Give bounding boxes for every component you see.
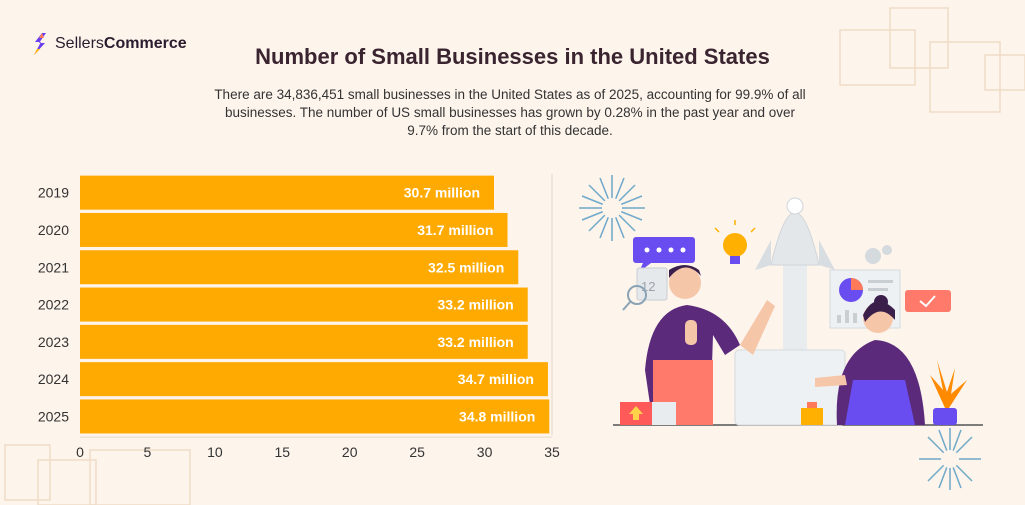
gear-icon	[865, 245, 892, 264]
logo-icon	[34, 33, 46, 55]
x-tick-label: 30	[477, 444, 493, 460]
data-label: 32.5 million	[428, 259, 504, 275]
bar	[80, 250, 519, 285]
check-message-icon	[905, 290, 951, 312]
page-subtitle: There are 34,836,451 small businesses in…	[214, 87, 806, 138]
y-tick-label: 2019	[38, 185, 69, 201]
y-tick-label: 2025	[38, 408, 69, 424]
brand-name: SellersCommerce	[55, 35, 187, 52]
business-team-illustration: 12	[579, 175, 983, 490]
y-tick-label: 2020	[38, 222, 69, 238]
woman-figure	[815, 295, 925, 425]
x-tick-label: 15	[274, 444, 290, 460]
bar	[80, 362, 548, 397]
x-tick-label: 25	[409, 444, 425, 460]
y-tick-label: 2021	[38, 259, 69, 275]
page-title: Number of Small Businesses in the United…	[255, 44, 770, 69]
data-label: 31.7 million	[417, 222, 493, 238]
bar	[80, 212, 508, 247]
x-tick-label: 10	[207, 444, 223, 460]
bar	[80, 399, 550, 434]
bell-icon	[801, 402, 823, 425]
bar	[80, 175, 495, 210]
lightbulb-icon	[714, 220, 756, 264]
x-tick-label: 20	[342, 444, 358, 460]
data-label: 33.2 million	[437, 334, 513, 350]
y-tick-label: 2022	[38, 297, 69, 313]
bar-chart: 2019 30.7 million 2020 31.7 million 2021 32.5…	[38, 174, 560, 460]
pie-chart-icon	[829, 269, 901, 329]
y-tick-label: 2023	[38, 334, 69, 350]
svg-text:12: 12	[641, 279, 655, 294]
brand-logo[interactable]: SellersCommerce	[30, 32, 187, 56]
data-label: 34.7 million	[458, 371, 534, 387]
x-tick-label: 5	[144, 444, 152, 460]
y-tick-label: 2024	[38, 371, 69, 387]
data-label: 33.2 million	[437, 297, 513, 313]
corner-frame-top-right	[839, 7, 1025, 113]
x-tick-label: 0	[76, 444, 84, 460]
x-tick-label: 35	[544, 444, 560, 460]
arrow-up-box-icon	[620, 402, 676, 425]
corner-frame-bottom-left	[4, 444, 191, 505]
data-label: 34.8 million	[459, 408, 535, 424]
plant-icon	[930, 360, 967, 425]
bar	[80, 324, 528, 359]
bar	[80, 287, 528, 322]
data-label: 30.7 million	[404, 185, 480, 201]
